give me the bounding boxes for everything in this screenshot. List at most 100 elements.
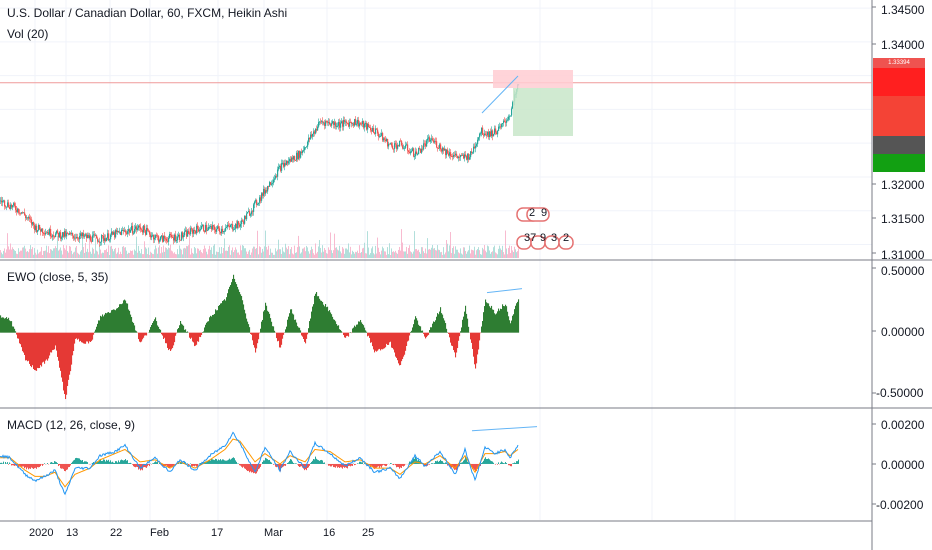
macd-histogram-bar xyxy=(352,463,353,466)
candle-body xyxy=(459,156,461,158)
volume-bar xyxy=(14,250,15,258)
ewo-bar xyxy=(416,318,418,333)
volume-bar xyxy=(127,253,128,258)
macd-histogram-bar xyxy=(425,463,426,466)
volume-bar xyxy=(258,254,259,258)
candle-body xyxy=(443,147,445,151)
volume-bar xyxy=(310,250,311,258)
volume-bar xyxy=(341,253,342,258)
ewo-bar xyxy=(29,332,31,364)
volume-bar xyxy=(291,246,292,258)
candle-body xyxy=(326,121,328,123)
candle-body xyxy=(77,237,79,239)
ewo-bar xyxy=(399,332,401,366)
ewo-bar xyxy=(448,332,450,334)
ewo-bar xyxy=(217,310,219,333)
ewo-bar xyxy=(180,320,182,333)
candle-body xyxy=(477,139,479,145)
macd-histogram-bar xyxy=(485,457,486,464)
macd-histogram-bar xyxy=(23,463,24,467)
volume-bar xyxy=(398,249,399,258)
macd-histogram-bar xyxy=(343,463,344,467)
candle-body xyxy=(287,160,289,164)
macd-histogram-bar xyxy=(493,462,494,464)
candle-body xyxy=(434,141,436,143)
ewo-bar xyxy=(508,316,510,333)
ewo-bar xyxy=(518,299,520,333)
macd-histogram-bar xyxy=(13,463,14,466)
candle-body xyxy=(83,233,85,237)
candle-body xyxy=(500,126,502,128)
volume-bar xyxy=(58,250,59,258)
volume-bar xyxy=(90,251,91,258)
ewo-bar xyxy=(88,332,90,344)
macd-histogram-bar xyxy=(385,463,386,467)
volume-bar xyxy=(5,252,6,258)
volume-bar xyxy=(287,249,288,258)
volume-bar xyxy=(42,254,43,258)
volume-bar xyxy=(276,251,277,258)
candle-body xyxy=(368,123,370,128)
ewo-bar xyxy=(75,332,77,339)
candle-body xyxy=(507,119,509,121)
ewo-bar xyxy=(352,328,354,333)
volume-bar xyxy=(63,245,64,258)
candle-body xyxy=(257,204,259,205)
ewo-bar xyxy=(283,332,285,335)
volume-bar xyxy=(280,249,281,258)
candle-body xyxy=(110,234,112,240)
ewo-bar xyxy=(393,332,395,350)
volume-bar xyxy=(113,251,114,258)
macd-histogram-bar xyxy=(240,463,241,466)
volume-bar xyxy=(170,244,171,258)
macd-histogram-bar xyxy=(134,463,135,467)
ewo-bar xyxy=(4,318,6,333)
volume-bar xyxy=(155,245,156,258)
candle-body xyxy=(320,121,322,123)
candle-body xyxy=(384,138,386,140)
macd-histogram-bar xyxy=(434,463,435,464)
volume-bar xyxy=(370,253,371,258)
volume-bar xyxy=(107,251,108,258)
ewo-bar xyxy=(30,332,32,366)
candle-body xyxy=(21,212,23,214)
candle-body xyxy=(223,231,225,232)
volume-bar xyxy=(138,245,139,258)
ewo-bar xyxy=(345,332,347,338)
candle-body xyxy=(222,228,224,232)
macd-histogram-bar xyxy=(249,463,250,473)
ewo-bar xyxy=(428,332,430,335)
candle-body xyxy=(269,182,271,187)
macd-histogram-bar xyxy=(311,461,312,464)
volume-bar xyxy=(77,252,78,258)
volume-bar xyxy=(143,254,144,258)
macd-histogram-bar xyxy=(289,460,290,464)
candle-body xyxy=(92,235,94,242)
ewo-bar xyxy=(44,332,46,364)
volume-bar xyxy=(67,251,68,258)
volume-bar xyxy=(344,253,345,258)
candle-body xyxy=(117,230,119,232)
ewo-bar xyxy=(61,332,63,378)
macd-histogram-bar xyxy=(390,463,391,464)
ewo-bar xyxy=(467,318,469,333)
candle-body xyxy=(12,205,14,208)
volume-bar xyxy=(124,247,125,258)
volume-bar xyxy=(284,252,285,258)
volume-bar xyxy=(363,247,364,258)
ewo-bar xyxy=(6,317,8,333)
macd-histogram-bar xyxy=(231,458,232,464)
candle-body xyxy=(408,150,410,152)
candle-body xyxy=(387,138,389,147)
ewo-bar xyxy=(357,324,359,333)
candle-body xyxy=(70,233,72,234)
ewo-bar xyxy=(233,274,235,333)
candle-body xyxy=(487,131,489,136)
volume-bar xyxy=(427,238,428,258)
ewo-bar xyxy=(26,332,28,361)
volume-bar xyxy=(452,248,453,258)
candle-body xyxy=(126,232,128,234)
volume-bar xyxy=(255,248,256,258)
ewo-bar xyxy=(89,332,91,342)
